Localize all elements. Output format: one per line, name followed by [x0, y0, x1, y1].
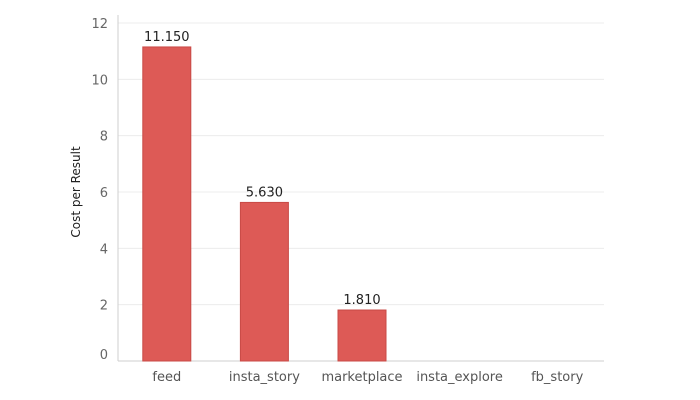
x-tick-label: fb_story: [531, 370, 583, 385]
y-tick-label: 0: [100, 348, 108, 363]
x-tick-label: feed: [152, 370, 181, 385]
gridlines: [118, 22, 604, 306]
x-tick-label: marketplace: [321, 370, 402, 385]
x-tick-label: insta_explore: [416, 370, 503, 385]
labels: 0 2 4 6 8 10 12 11.150 feed 5.630 insta_story 1.810…: [91, 17, 583, 385]
x-tick-label: insta_story: [229, 370, 300, 385]
bar-marketplace: [337, 309, 387, 362]
y-tick-label: 6: [100, 186, 108, 201]
bar-feed: [142, 46, 192, 362]
y-tick-label: 12: [91, 17, 108, 32]
data-label: 11.150: [144, 30, 190, 45]
bars: [142, 46, 387, 362]
y-axis-title: Cost per Result: [69, 146, 83, 238]
bar-insta-story: [239, 201, 289, 362]
data-label: 5.630: [246, 185, 283, 200]
data-label: 1.810: [343, 293, 380, 308]
y-tick-label: 4: [100, 242, 108, 257]
y-tick-label: 2: [100, 299, 108, 314]
y-tick-label: 8: [100, 130, 108, 145]
y-tick-label: 10: [91, 73, 108, 88]
